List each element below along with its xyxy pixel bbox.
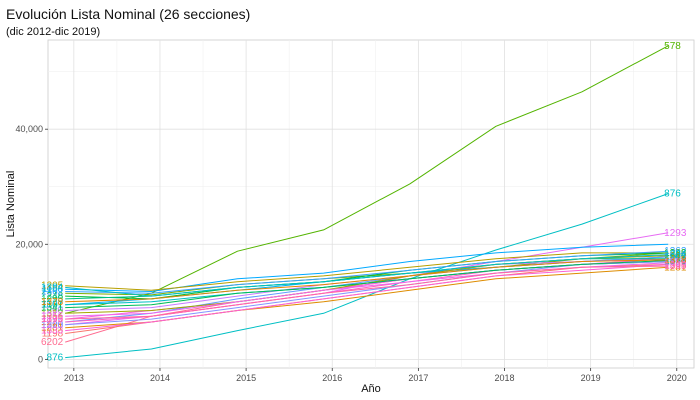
series-label-start: 1167 — [42, 300, 64, 311]
series-label-end: 876 — [664, 189, 681, 200]
series-label-start: 1158 — [42, 284, 64, 295]
x-tick-label: 2019 — [581, 373, 601, 383]
series-label-end: 1167 — [664, 252, 686, 263]
series-label-start: 1384 — [41, 282, 64, 293]
series-label-start: 6202 — [41, 337, 64, 348]
x-tick-label: 2015 — [236, 373, 256, 383]
series-line — [65, 252, 669, 291]
series-label-start: 1395 — [41, 314, 64, 325]
series-label-start: 1293 — [41, 320, 64, 331]
series-line — [65, 254, 669, 297]
series-label-end: 578 — [664, 41, 681, 52]
x-tick-label: 2013 — [64, 373, 84, 383]
series-label-start: 876 — [47, 353, 64, 364]
series-label-end: 1362 — [664, 246, 687, 257]
y-tick-label: 40,000 — [15, 124, 43, 134]
x-tick-label: 2016 — [322, 373, 342, 383]
series-label-start: 1341 — [41, 303, 64, 314]
x-tick-label: 2020 — [667, 373, 687, 383]
series-label-start: 1205 — [41, 281, 64, 292]
y-axis-title: Lista Nominal — [5, 171, 17, 238]
series-label-end: 1384 — [664, 250, 687, 261]
series-label-start: 1320 — [41, 320, 64, 331]
y-tick-label: 20,000 — [15, 239, 43, 249]
series-line — [65, 259, 669, 309]
series-label-end: 1233 — [664, 252, 687, 263]
series-label-start: 1233 — [41, 317, 64, 328]
chart-subtitle: (dic 2012-dic 2019) — [6, 26, 101, 38]
series-label-start: 1362 — [41, 286, 64, 297]
series-label-start: 1198 — [42, 328, 64, 339]
series-line — [65, 265, 669, 320]
series-line — [65, 45, 669, 314]
series-label-start: 1260 — [41, 305, 64, 316]
series-label-end: 1395 — [664, 261, 687, 272]
chart-title: Evolución Lista Nominal (26 secciones) — [6, 6, 251, 22]
series-label-end: 1260 — [664, 254, 687, 265]
plot-panel — [47, 39, 695, 369]
series-label-end: 1277 — [664, 254, 687, 265]
series-label-end: 1248 — [664, 248, 687, 259]
grid — [48, 40, 694, 368]
x-tick-label: 2014 — [150, 373, 170, 383]
series-label-start: 1378 — [41, 297, 64, 308]
series-label-start: 1172 — [42, 314, 64, 325]
axes: 2013 2014 2015 2016 2017 2018 2019 2020 0 20,000 4… — [15, 124, 686, 383]
series-label-end: 1172 — [664, 254, 686, 265]
series-label-end: 1333 — [664, 259, 687, 270]
series-label-end: 1312 — [664, 251, 687, 262]
series-label-end: 1356 — [664, 258, 687, 269]
y-tick-label: 0 — [38, 354, 43, 364]
series-line — [65, 263, 669, 332]
series-label-end: 1236 — [664, 248, 687, 259]
series-label-start: 1248 — [41, 291, 64, 302]
series-label-start: 1333 — [41, 326, 64, 337]
series-label-end: 1378 — [664, 255, 687, 266]
series-label-end: 1295 — [664, 254, 687, 265]
series-label-end: 1301 — [664, 257, 687, 268]
series-label-end: 1293 — [664, 228, 687, 239]
series-label-start: 1301 — [41, 300, 64, 311]
x-axis-title: Año — [361, 383, 381, 395]
series-label-start: 1277 — [41, 317, 64, 328]
series-line — [65, 250, 669, 294]
series-line — [65, 259, 669, 303]
series-label-start: 1356 — [41, 311, 64, 322]
series-line — [65, 243, 669, 292]
series-label-end: 1320 — [664, 257, 687, 268]
series-label-start: 1295 — [41, 294, 64, 305]
series-label-end: 1341 — [664, 255, 687, 266]
series-label-end: 1281 — [664, 262, 687, 273]
x-tick-label: 2018 — [494, 373, 514, 383]
x-tick-label: 2017 — [408, 373, 428, 383]
series-label-start: 1312 — [41, 308, 64, 319]
series-lines — [65, 45, 669, 359]
series-label-start: 1281 — [41, 323, 64, 334]
